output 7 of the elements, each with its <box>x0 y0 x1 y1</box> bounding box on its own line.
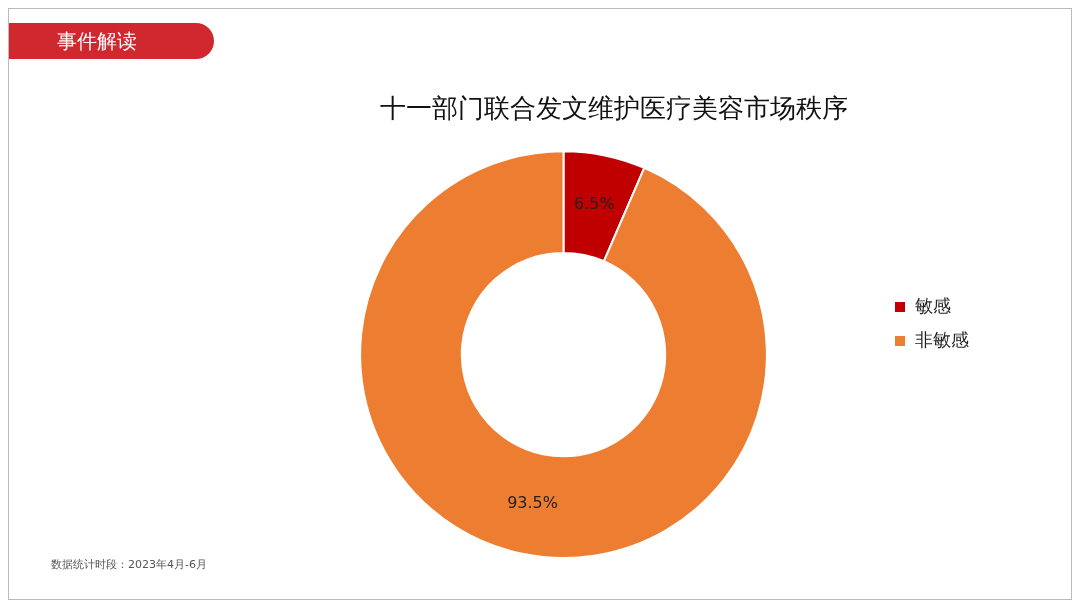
text: 数据统计时段：2023年4月-6月 <box>51 557 207 572</box>
data-label: 6.5% <box>574 194 615 214</box>
legend-label: 非敏感 <box>915 328 969 350</box>
text: 事件解读 <box>9 23 214 59</box>
data-label: 93.5% <box>507 493 558 513</box>
chart-title: 十一部门联合发文维护医疗美容市场秩序 <box>380 93 848 124</box>
legend-label: 敏感 <box>915 294 951 316</box>
